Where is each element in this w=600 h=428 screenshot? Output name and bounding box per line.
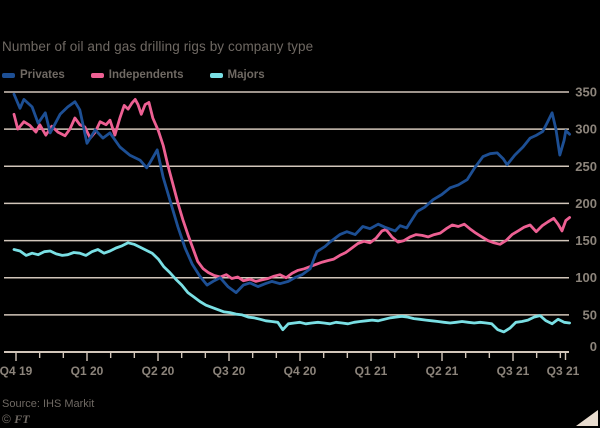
x-axis-end-label: Q3 21 bbox=[547, 364, 580, 378]
copyright-sign: © bbox=[2, 412, 15, 426]
legend-label: Independents bbox=[108, 69, 184, 81]
legend-label: Privates bbox=[20, 69, 65, 81]
y-axis-label-350: 350 bbox=[575, 85, 597, 100]
privates-swatch-icon bbox=[2, 72, 15, 78]
series-line-independents bbox=[12, 98, 571, 283]
y-axis-label-50: 50 bbox=[583, 307, 597, 322]
independents-swatch-icon bbox=[90, 72, 104, 78]
legend-label: Majors bbox=[227, 69, 265, 81]
y-axis-label-200: 200 bbox=[575, 196, 597, 211]
y-axis-label-250: 250 bbox=[575, 159, 597, 174]
x-axis-label-Q2-20: Q2 20 bbox=[142, 364, 175, 378]
x-axis-label-Q1-21: Q1 21 bbox=[355, 364, 388, 378]
x-axis-label-Q1-20: Q1 20 bbox=[71, 364, 104, 378]
legend: Privates Independents Majors bbox=[2, 69, 265, 81]
legend-item-privates: Privates bbox=[2, 69, 65, 81]
source-label: Source: IHS Markit bbox=[2, 398, 95, 410]
y-axis-label-150: 150 bbox=[575, 233, 597, 248]
x-axis-label-Q4-20: Q4 20 bbox=[284, 364, 317, 378]
y-axis-label-100: 100 bbox=[575, 270, 597, 285]
y-axis-label-0: 0 bbox=[590, 339, 597, 354]
ft-corner-mark-icon bbox=[576, 410, 598, 426]
chart-title: Number of oil and gas drilling rigs by c… bbox=[2, 39, 314, 54]
legend-item-majors: Majors bbox=[209, 69, 265, 81]
y-axis-label-300: 300 bbox=[575, 122, 597, 137]
x-axis-label-Q3-20: Q3 20 bbox=[213, 364, 246, 378]
series-line-majors bbox=[12, 241, 571, 334]
series-line-privates bbox=[12, 92, 571, 295]
legend-item-independents: Independents bbox=[90, 69, 184, 81]
x-axis-label-Q2-21: Q2 21 bbox=[426, 364, 459, 378]
ft-credit: © FT bbox=[2, 412, 30, 427]
majors-swatch-icon bbox=[209, 72, 223, 78]
ft-logo-text: FT bbox=[14, 412, 30, 426]
x-axis-label-Q3-21: Q3 21 bbox=[497, 364, 530, 378]
x-axis-label-Q4-19: Q4 19 bbox=[0, 364, 33, 378]
